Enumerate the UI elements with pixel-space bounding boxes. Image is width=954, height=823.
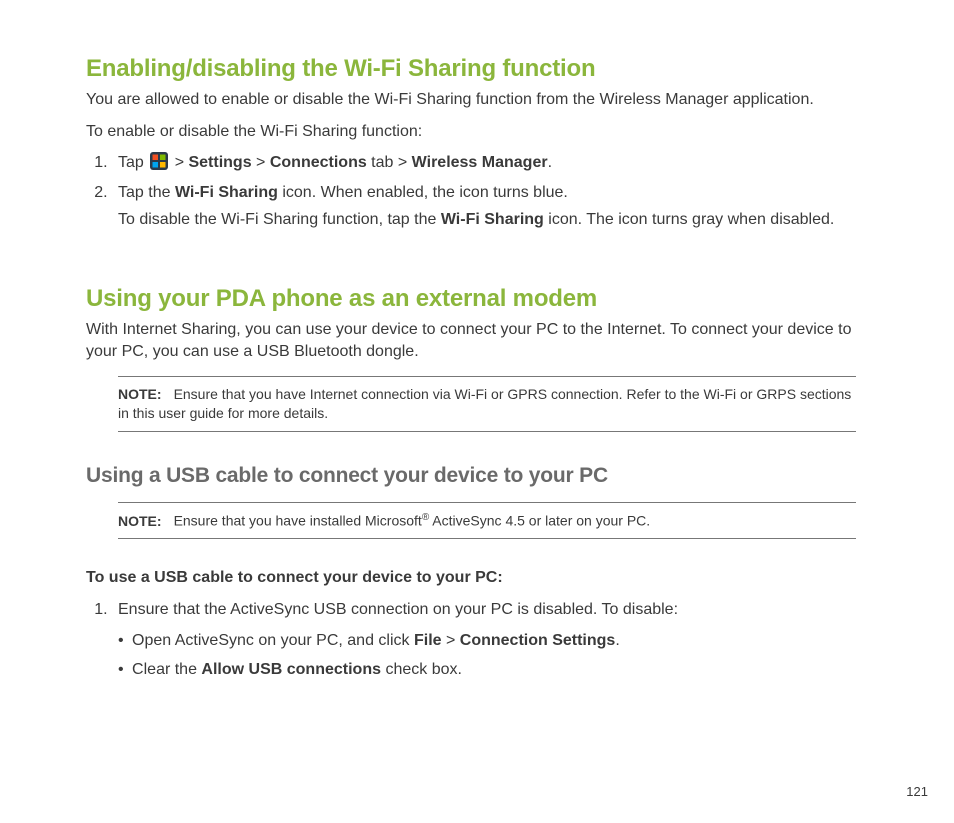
text: Tap the	[118, 184, 175, 201]
paragraph: To enable or disable the Wi-Fi Sharing f…	[86, 121, 868, 143]
text: To disable the Wi-Fi Sharing function, t…	[118, 211, 441, 228]
list-item: Tap > Settings > Connections tab > Wirel…	[112, 152, 868, 174]
bullet-dot: •	[118, 632, 124, 649]
bold-text: File	[414, 632, 442, 649]
note-text: ActiveSync 4.5 or later on your PC.	[429, 513, 650, 529]
sub-bullet: • Open ActiveSync on your PC, and click …	[118, 629, 868, 652]
bold-text: Wi-Fi Sharing	[441, 211, 544, 228]
heading-external-modem: Using your PDA phone as an external mode…	[86, 285, 868, 313]
text: icon. When enabled, the icon turns blue.	[278, 184, 568, 201]
bold-text: Allow USB connections	[201, 661, 381, 678]
subheading-usb-cable: Using a USB cable to connect your device…	[86, 464, 868, 488]
note-label: NOTE:	[118, 386, 162, 402]
paragraph: With Internet Sharing, you can use your …	[86, 319, 868, 362]
windows-start-icon	[150, 152, 168, 170]
bold-lead: To use a USB cable to connect your devic…	[86, 569, 868, 587]
sub-bullet: • Clear the Allow USB connections check …	[118, 658, 868, 681]
bullet-dot: •	[118, 661, 124, 678]
ordered-list: Ensure that the ActiveSync USB connectio…	[86, 599, 868, 681]
text: check box.	[381, 661, 462, 678]
note-text: Ensure that you have installed Microsoft	[174, 513, 422, 529]
page-number: 121	[906, 784, 928, 799]
bold-text: Connections	[270, 154, 367, 171]
note-box: NOTE: Ensure that you have installed Micr…	[118, 502, 856, 540]
text: Ensure that the ActiveSync USB connectio…	[118, 601, 678, 618]
note-box: NOTE:Ensure that you have Internet conne…	[118, 376, 856, 432]
note-text: Ensure that you have Internet connection…	[118, 386, 851, 421]
bold-text: Wi-Fi Sharing	[175, 184, 278, 201]
bold-text: Settings	[188, 154, 251, 171]
heading-wifi-sharing: Enabling/disabling the Wi-Fi Sharing fun…	[86, 55, 868, 83]
text: >	[170, 154, 188, 171]
list-item: Tap the Wi-Fi Sharing icon. When enabled…	[112, 182, 868, 231]
text: .	[548, 154, 552, 171]
text: Clear the	[128, 661, 202, 678]
text: .	[615, 632, 619, 649]
text: icon. The icon turns gray when disabled.	[544, 211, 835, 228]
list-item: Ensure that the ActiveSync USB connectio…	[112, 599, 868, 681]
ordered-list: Tap > Settings > Connections tab > Wirel…	[86, 152, 868, 231]
text: tab >	[367, 154, 412, 171]
text: Open ActiveSync on your PC, and click	[128, 632, 414, 649]
bold-text: Wireless Manager	[412, 154, 548, 171]
paragraph: You are allowed to enable or disable the…	[86, 89, 868, 111]
document-page: Enabling/disabling the Wi-Fi Sharing fun…	[0, 0, 954, 823]
bold-text: Connection Settings	[460, 632, 616, 649]
text: >	[442, 632, 460, 649]
note-label: NOTE:	[118, 513, 162, 529]
text: Tap	[118, 154, 148, 171]
text: >	[252, 154, 270, 171]
